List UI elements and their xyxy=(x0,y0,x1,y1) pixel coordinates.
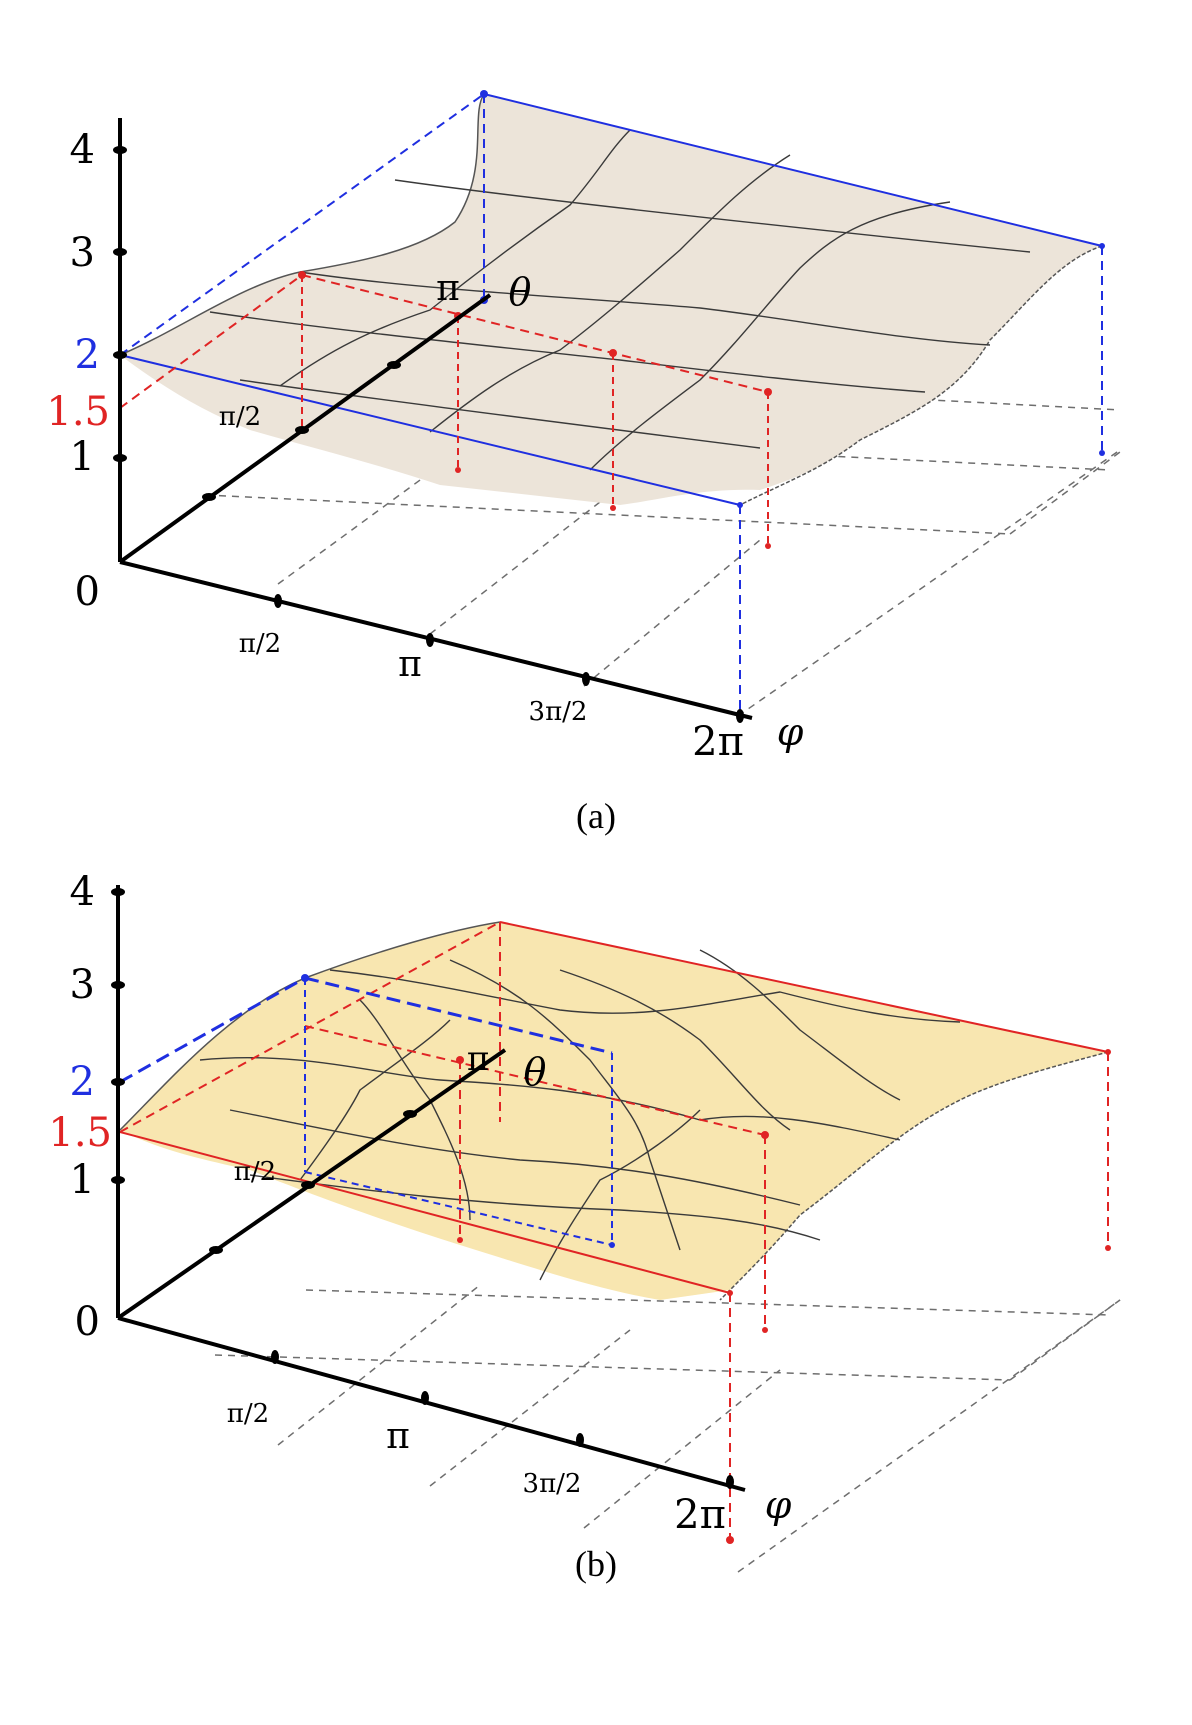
z-tick-label: 0 xyxy=(75,569,100,615)
z-tick-label: 0 xyxy=(75,1299,100,1345)
figure-panel-b: 4 3 1 0 2 1.5 π/2 π θ π/2 π 3π/2 2π φ (b… xyxy=(0,860,1192,1725)
surface-b xyxy=(120,922,1108,1300)
red-level-rect-b xyxy=(119,921,1111,1544)
phi-axis-label: φ xyxy=(777,710,804,754)
phi-tick-label: 3π/2 xyxy=(523,1469,582,1499)
blue-level-rect-b xyxy=(119,974,615,1248)
theta-tick-label: π/2 xyxy=(219,402,261,432)
phi-tick-label: 2π xyxy=(674,1492,726,1538)
z-tick-label: 3 xyxy=(70,230,95,276)
phi-tick-label: π xyxy=(398,644,422,685)
z-marker-red: 1.5 xyxy=(46,389,110,435)
surface-mesh-b xyxy=(199,949,961,1281)
surface-a xyxy=(120,94,1102,505)
phi-tick-label: π xyxy=(386,1416,410,1457)
phi-tick-label: π/2 xyxy=(227,1399,269,1429)
phi-tick-label: π/2 xyxy=(239,629,281,659)
caption-a: (a) xyxy=(576,796,616,836)
z-tick-label: 3 xyxy=(70,962,95,1008)
caption-b: (b) xyxy=(575,1544,617,1584)
red-level-rect-a xyxy=(119,271,772,549)
surface-mesh-a xyxy=(209,129,1031,471)
z-marker-red: 1.5 xyxy=(48,1110,112,1156)
z-tick-label: 4 xyxy=(70,869,95,915)
z-tick-label: 1 xyxy=(70,434,95,480)
phi-tick-label: 2π xyxy=(692,719,744,765)
figure-panel-a: 4 3 1 0 2 1.5 π/2 π θ π/2 π 3π/2 2π φ (a… xyxy=(0,0,1192,860)
theta-tick-label: π xyxy=(467,1039,489,1079)
phi-tick-label: 3π/2 xyxy=(529,697,588,727)
z-tick-label: 1 xyxy=(70,1157,95,1203)
z-marker-blue: 2 xyxy=(70,1059,95,1105)
phi-axis-label: φ xyxy=(765,1483,792,1527)
theta-tick-label: π xyxy=(436,268,460,309)
z-tick-label: 4 xyxy=(70,127,95,173)
theta-axis-label: θ xyxy=(524,1050,547,1094)
z-marker-blue: 2 xyxy=(75,332,100,378)
theta-tick-label: π/2 xyxy=(234,1157,276,1187)
floor-grid-b xyxy=(214,1284,1121,1573)
plot-3d-b: 4 3 1 0 2 1.5 π/2 π θ π/2 π 3π/2 2π φ xyxy=(48,869,1121,1573)
theta-axis-label: θ xyxy=(509,270,532,314)
plot-3d-a: 4 3 1 0 2 1.5 π/2 π θ π/2 π 3π/2 2π φ xyxy=(46,90,1121,765)
